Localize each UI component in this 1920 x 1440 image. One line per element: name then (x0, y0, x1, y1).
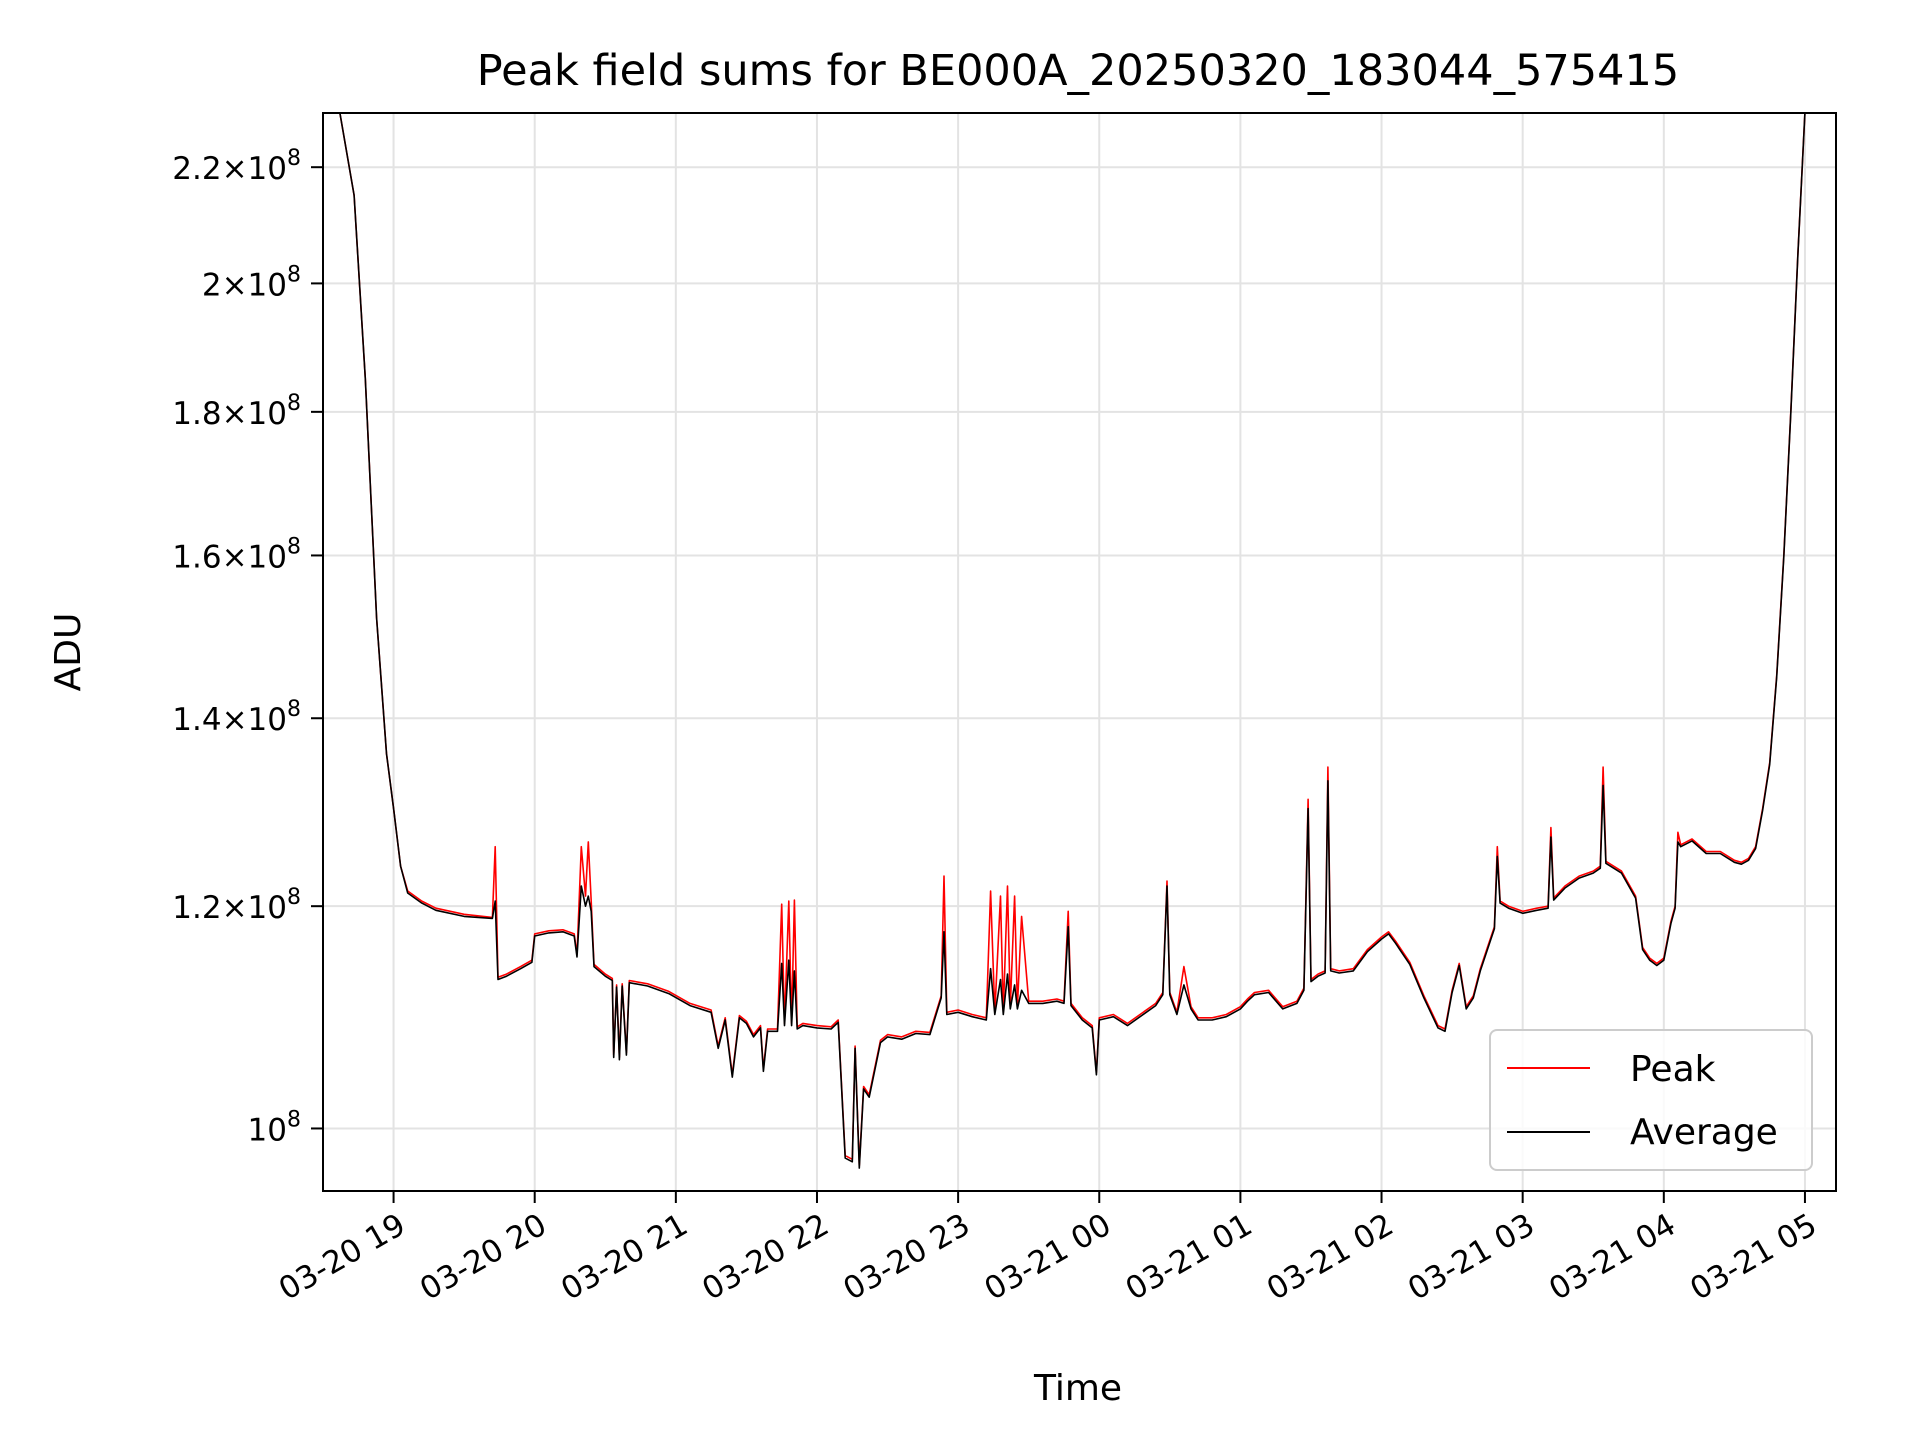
x-axis-label: Time (1033, 1368, 1122, 1409)
y-axis: 108 1.2×108 1.4×108 1.6×108 1.8×108 2×108 2.2×… (172, 146, 323, 1148)
series-line-average (339, 113, 1806, 1169)
plot-frame (322, 112, 1837, 1192)
y-tick-label: 1.8×108 (172, 391, 301, 432)
y-axis-label: ADU (48, 613, 89, 692)
series-layer (339, 113, 1806, 1169)
y-tick-label: 2×108 (202, 262, 301, 303)
plot-area (322, 112, 1837, 1192)
grid (323, 113, 1836, 1191)
chart-title: Peak field sums for BE000A_20250320_1830… (477, 46, 1679, 96)
y-tick-label: 108 (248, 1107, 301, 1148)
legend-box (1489, 1029, 1813, 1171)
legend-label-peak: Peak (1630, 1049, 1716, 1090)
legend-label-average: Average (1630, 1112, 1778, 1153)
y-tick-label: 1.2×108 (172, 885, 301, 926)
y-tick-label: 2.2×108 (172, 146, 301, 187)
plot-background (323, 113, 1836, 1191)
y-tick-label: 1.4×108 (172, 697, 301, 738)
legend: Peak Average (1489, 1029, 1813, 1171)
y-tick-label: 1.6×108 (172, 534, 301, 575)
